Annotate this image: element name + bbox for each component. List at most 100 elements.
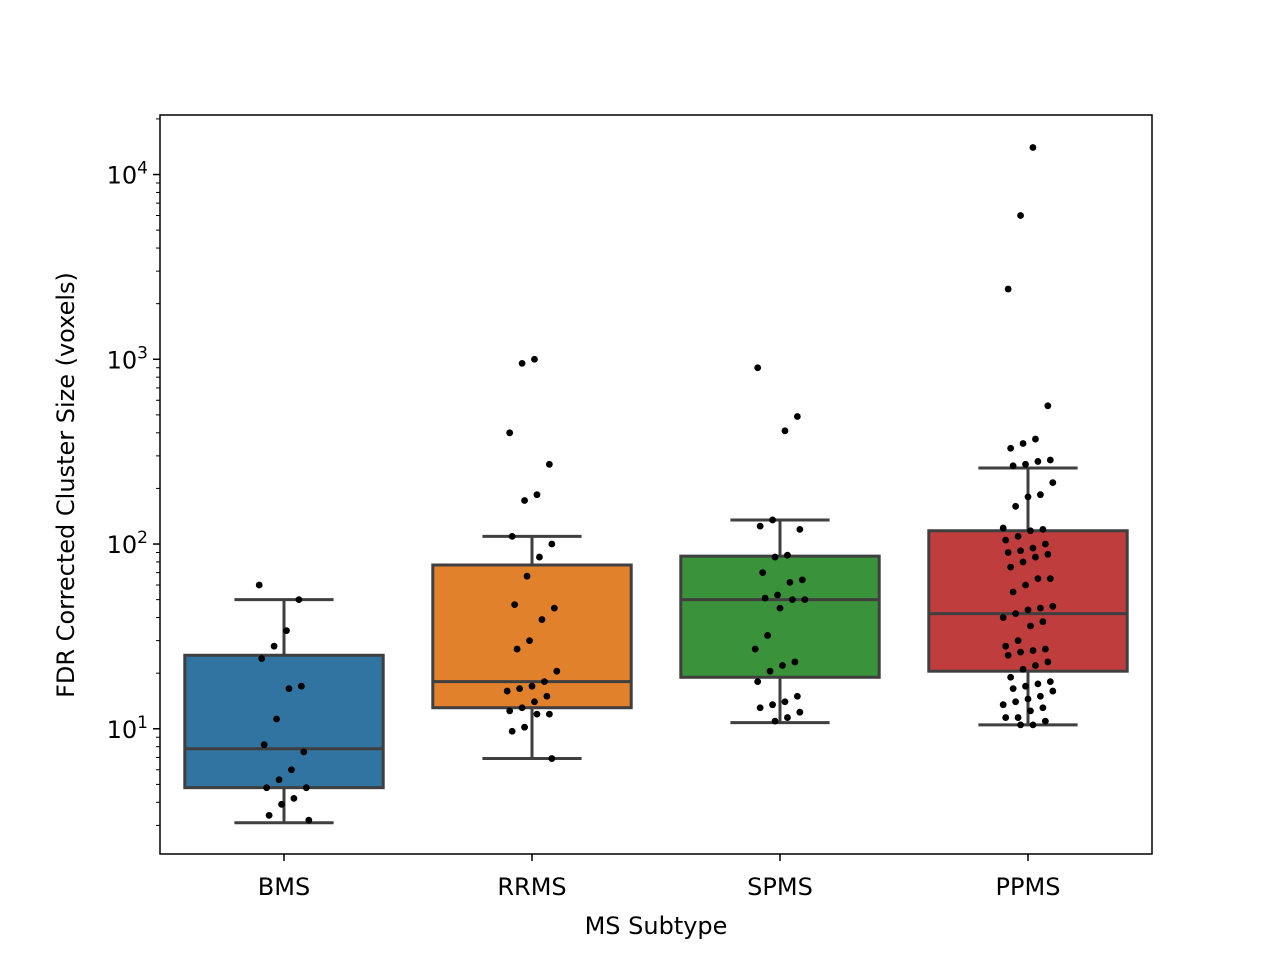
point-bms [265,811,273,819]
y-tick-label: 101 [107,713,148,744]
point-bms [285,685,293,692]
point-spms [756,704,764,712]
point-rrms [531,698,538,706]
point-ppms [1039,618,1047,626]
point-ppms [1004,285,1012,293]
point-ppms [1009,588,1017,596]
point-ppms [1027,622,1034,630]
x-tick-label-bms: BMS [258,873,310,901]
point-spms [769,516,776,524]
point-ppms [1022,581,1029,589]
point-ppms [1002,642,1010,650]
y-tick-label: 102 [107,528,148,559]
box-bms [183,653,385,790]
point-rrms [528,682,536,690]
point-rrms [523,572,531,580]
point-rrms [550,604,558,612]
point-spms [793,413,801,420]
point-rrms [548,540,556,548]
point-rrms [506,429,514,437]
point-spms [754,364,762,372]
point-spms [764,632,771,639]
point-ppms [1034,575,1042,582]
point-ppms [1039,526,1047,533]
point-ppms [1024,493,1032,501]
point-ppms [1032,553,1039,561]
point-rrms [533,710,541,718]
point-spms [789,596,796,604]
point-ppms [1034,458,1042,465]
point-bms [255,581,263,589]
point-bms [283,627,290,634]
point-ppms [999,701,1007,709]
point-ppms [1019,558,1027,566]
point-rrms [545,460,553,468]
point-bms [260,741,268,749]
point-ppms [1012,502,1019,510]
point-rrms [545,710,553,718]
point-ppms [1029,544,1037,552]
point-ppms [1041,540,1049,548]
point-rrms [516,685,523,692]
point-ppms [1017,721,1024,729]
point-ppms [1041,645,1049,653]
point-rrms [553,667,561,675]
x-axis-label: MS Subtype [585,912,728,940]
point-rrms [543,692,551,700]
plot-area-frame [159,114,1153,855]
point-ppms [1014,637,1022,645]
point-ppms [1022,682,1029,690]
points-layer [255,144,1057,824]
point-ppms [1019,665,1027,673]
point-rrms [521,723,528,731]
point-ppms [1017,648,1024,656]
point-ppms [1041,717,1049,725]
point-spms [779,662,786,669]
point-bms [278,800,285,808]
point-ppms [1044,402,1052,410]
point-spms [761,594,769,602]
point-rrms [503,687,511,695]
point-rrms [536,553,543,561]
point-ppms [1032,435,1039,443]
y-tick-label: 103 [107,343,148,374]
point-ppms [1029,647,1037,654]
y-tick-label: 104 [107,159,148,190]
point-rrms [531,355,538,363]
point-bms [258,655,266,662]
point-spms [781,698,789,706]
point-spms [796,708,804,716]
point-ppms [1049,602,1057,610]
point-ppms [1032,662,1039,669]
point-ppms [1012,698,1019,706]
point-bms [273,715,280,723]
point-bms [297,682,305,690]
point-ppms [1022,460,1029,468]
point-ppms [1039,704,1047,712]
point-ppms [1049,479,1057,487]
point-bms [270,642,278,650]
point-ppms [1009,685,1017,692]
point-ppms [1017,547,1024,555]
point-bms [288,766,295,774]
point-ppms [1029,721,1037,729]
point-rrms [526,637,533,645]
point-spms [759,569,767,577]
point-spms [791,658,799,666]
point-spms [776,604,784,612]
point-ppms [1012,610,1019,618]
point-rrms [518,704,526,712]
point-rrms [533,491,541,499]
box-ppms [927,529,1129,673]
point-ppms [1017,212,1024,219]
point-rrms [541,678,548,686]
point-ppms [1007,444,1015,452]
point-ppms [1046,456,1054,464]
point-rrms [513,645,521,653]
ticks-layer: BMS RRMS SPMS PPMS 101 102 103 104 [107,118,1061,901]
x-tick-label-spms: SPMS [747,873,813,901]
x-tick-label-ppms: PPMS [996,873,1061,901]
point-ppms [1027,527,1034,535]
point-rrms [548,755,556,762]
